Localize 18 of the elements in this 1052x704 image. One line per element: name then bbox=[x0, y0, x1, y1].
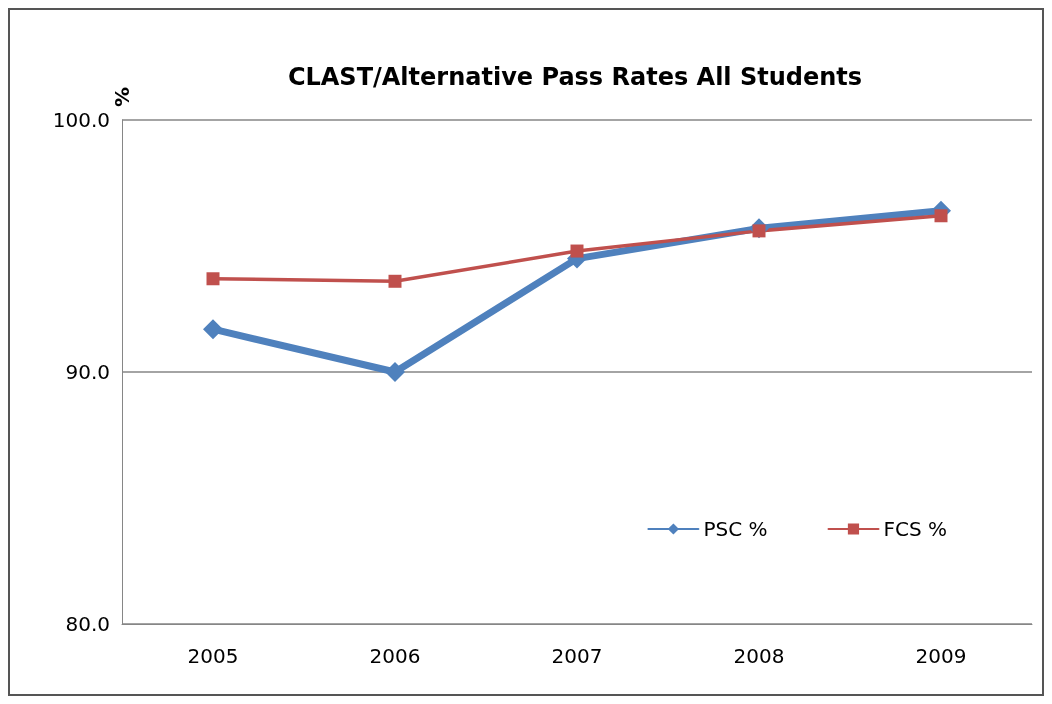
point bbox=[570, 244, 584, 258]
x-tick-label: 2008 bbox=[733, 644, 785, 668]
point bbox=[385, 362, 405, 382]
legend-label: FCS % bbox=[883, 517, 948, 541]
legend-label: PSC % bbox=[703, 517, 768, 541]
point bbox=[203, 319, 223, 340]
chart-title: CLAST/Alternative Pass Rates All Students bbox=[287, 63, 863, 91]
y-tick-label: 90.0 bbox=[65, 360, 110, 384]
x-tick-label: 2005 bbox=[187, 644, 239, 668]
y-axis-title: % bbox=[110, 87, 134, 108]
point bbox=[206, 272, 220, 286]
point bbox=[388, 274, 402, 288]
x-tick-label: 2009 bbox=[915, 644, 967, 668]
point bbox=[934, 209, 948, 223]
y-tick-label: 80.0 bbox=[65, 612, 110, 636]
x-tick-label: 2006 bbox=[369, 644, 421, 668]
y-tick-label: 100.0 bbox=[52, 108, 110, 132]
x-tick-label: 2007 bbox=[551, 644, 603, 668]
